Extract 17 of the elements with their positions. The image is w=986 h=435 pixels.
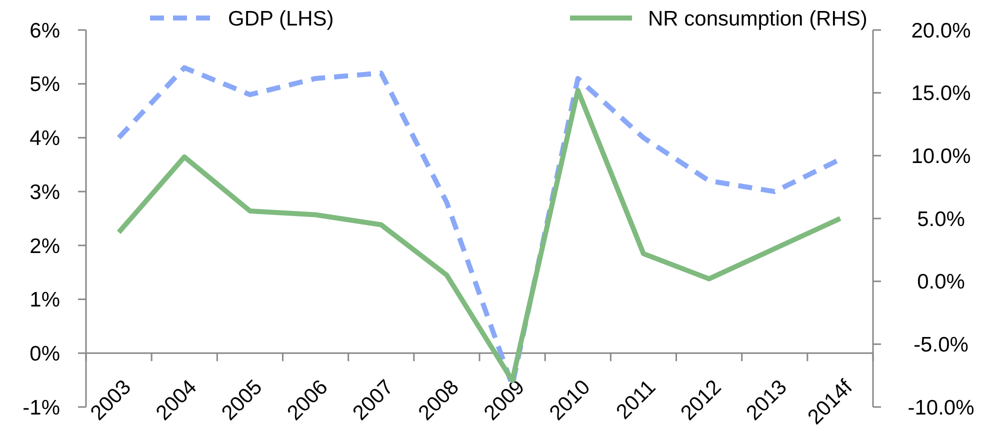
- y2-tick-label: 10.0%: [911, 145, 971, 168]
- y-tick-label: 5%: [30, 73, 60, 96]
- y-tick-label: 1%: [30, 288, 60, 312]
- y-tick-label: 4%: [30, 127, 60, 150]
- y2-tick-label: -5.0%: [914, 334, 968, 357]
- y2-tick-label: 0.0%: [917, 270, 965, 294]
- y-tick-label: 2%: [30, 234, 60, 258]
- y2-tick-label: -10.0%: [908, 396, 974, 420]
- y-tick-label: -1%: [22, 396, 60, 420]
- y-tick-label: 0%: [30, 342, 60, 366]
- y2-tick-label: 15.0%: [911, 82, 971, 106]
- y-tick-label: 3%: [30, 180, 60, 204]
- legend-label: GDP (LHS): [228, 7, 334, 30]
- y-tick-label: 6%: [30, 19, 60, 42]
- y2-tick-label: 5.0%: [917, 208, 965, 231]
- legend-label: NR consumption (RHS): [648, 7, 868, 30]
- y2-tick-label: 20.0%: [911, 19, 971, 42]
